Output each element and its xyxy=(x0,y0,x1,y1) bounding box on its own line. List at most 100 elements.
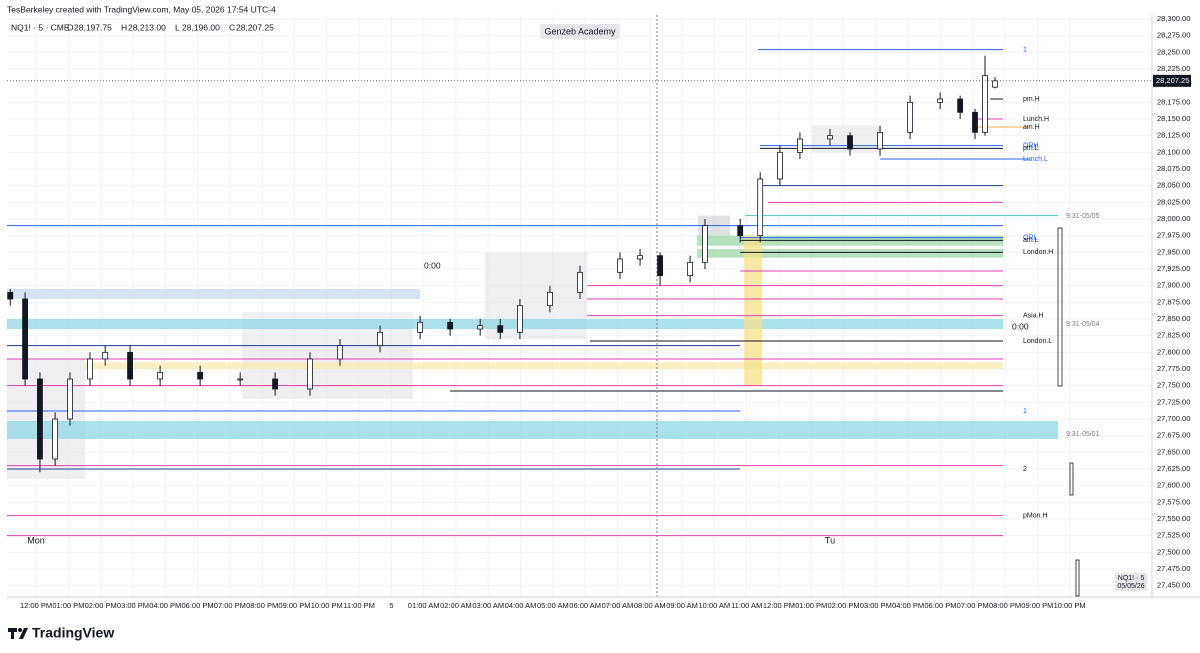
candle-body xyxy=(877,131,883,150)
candle-body xyxy=(87,358,93,380)
candle-body xyxy=(797,138,803,153)
y-tick-label: 27,500.00 xyxy=(1157,547,1190,556)
candle-body xyxy=(497,325,504,333)
x-tick-label: 08:00 PM xyxy=(246,601,278,610)
x-tick-label: 09:00 PM xyxy=(1021,601,1053,610)
candle-body xyxy=(777,151,783,180)
x-tick-label: 04:00 AM xyxy=(505,601,537,610)
y-tick-label: 27,475.00 xyxy=(1157,564,1190,573)
session-label: 0:00 xyxy=(424,260,441,270)
y-tick-label: 27,450.00 xyxy=(1157,581,1190,590)
ohlc-key: H xyxy=(121,22,127,32)
x-tick-label: 04:00 PM xyxy=(149,601,181,610)
symbol-badge-text: 05/05/26 xyxy=(1117,583,1144,590)
level-label: pm.H xyxy=(1023,96,1040,103)
zone xyxy=(7,359,86,479)
x-tick-label: 06:00 PM xyxy=(924,601,956,610)
symbol-badge-text: NQ1! · 5 xyxy=(1118,575,1145,582)
candle-body xyxy=(702,225,708,263)
y-tick-label: 28,150.00 xyxy=(1157,114,1190,123)
x-tick-label: 05:00 AM xyxy=(537,601,569,610)
candle-body xyxy=(547,291,553,307)
candle-body xyxy=(447,321,454,330)
y-tick-label: 28,300.00 xyxy=(1157,14,1190,23)
level-label: 1 xyxy=(1023,408,1027,415)
x-tick-label: 03:00 AM xyxy=(472,601,504,610)
level-label: ORL xyxy=(1023,235,1038,242)
y-tick-label: 28,000.00 xyxy=(1157,214,1190,223)
candle-body xyxy=(972,111,978,133)
level-label: Asia.H xyxy=(1023,313,1044,320)
y-tick-label: 27,675.00 xyxy=(1157,431,1190,440)
x-tick-label: 01:00 AM xyxy=(408,601,440,610)
x-tick-label: 08:00 AM xyxy=(634,601,666,610)
ohlc-key: O xyxy=(67,22,74,32)
level-label: 2 xyxy=(1023,466,1027,473)
candle-body xyxy=(272,378,278,390)
x-tick-label: 09:00 PM xyxy=(278,601,310,610)
candle-body xyxy=(237,378,244,381)
x-tick-label: 02:00 PM xyxy=(85,601,117,610)
author-line: TesBerkeley created with TradingView.com… xyxy=(7,4,276,14)
x-tick-label: 11:00 AM xyxy=(731,601,762,610)
level-label: Lunch.H xyxy=(1023,116,1049,123)
ohlc-value: 28,196.00 xyxy=(182,22,220,32)
candle-body xyxy=(577,271,583,293)
x-tick-label: 10:00 AM xyxy=(698,601,730,610)
brand-logo xyxy=(8,628,28,639)
axes: 28,300.00 28,275.00 28,250.00 28,225.00 28,1… xyxy=(20,14,1191,610)
candle-body xyxy=(477,325,484,330)
candle-body xyxy=(827,135,833,140)
last-price-tag xyxy=(1153,74,1191,87)
level-label: am.L xyxy=(1023,237,1039,244)
candle-body xyxy=(847,135,853,150)
candle-body xyxy=(307,358,313,390)
candle-body xyxy=(687,261,694,277)
zone xyxy=(7,319,1004,329)
range-bar xyxy=(1075,559,1080,597)
level-label: ORH xyxy=(1023,143,1039,150)
y-tick-label: 27,950.00 xyxy=(1157,247,1190,256)
candle-body xyxy=(957,98,964,113)
candle-body xyxy=(517,305,523,333)
candle-body xyxy=(157,371,163,380)
candle-body xyxy=(52,418,59,460)
candle-body xyxy=(67,378,73,420)
y-tick-label: 28,250.00 xyxy=(1157,47,1190,56)
candle-body xyxy=(992,80,998,88)
candle-body xyxy=(417,321,424,333)
x-tick-label: 07:00 PM xyxy=(214,601,246,610)
y-tick-label: 27,625.00 xyxy=(1157,464,1190,473)
candle-body xyxy=(937,98,944,103)
range-label: 9:31-05/04 xyxy=(1066,321,1100,328)
candles xyxy=(7,55,1152,473)
candle-body xyxy=(377,331,383,347)
zone xyxy=(85,362,1004,369)
y-tick-label: 27,975.00 xyxy=(1157,231,1190,240)
y-tick-label: 28,075.00 xyxy=(1157,164,1190,173)
x-tick-label: 12:00 PM xyxy=(20,601,52,610)
y-tick-label: 27,600.00 xyxy=(1157,481,1190,490)
zone xyxy=(744,235,763,386)
session-label: 0:00 xyxy=(1012,321,1029,331)
watermark: Genzeb Academy xyxy=(544,26,616,36)
symbol: NQ1! · 5 · CME xyxy=(11,22,70,32)
y-tick-label: 28,050.00 xyxy=(1157,181,1190,190)
x-tick-label: 01:00 PM xyxy=(52,601,84,610)
symbol-badge xyxy=(1115,573,1147,591)
y-tick-label: 27,925.00 xyxy=(1157,264,1190,273)
candle-body xyxy=(22,298,28,380)
y-tick-label: 27,575.00 xyxy=(1157,497,1190,506)
ohlc-legend: O 28,197.75 H 28,213.00 L 28,196.00 C 28,207.25 xyxy=(67,22,274,32)
day-label: Tu xyxy=(825,535,835,545)
range-bar xyxy=(1057,227,1063,387)
range-bar xyxy=(1069,462,1074,496)
x-tick-label: 10:00 PM xyxy=(1054,601,1086,610)
x-tick-label: 02:00 AM xyxy=(440,601,472,610)
candle-body xyxy=(337,345,343,360)
x-tick-label: 5 xyxy=(389,601,393,610)
range-label: 9:31-05/05 xyxy=(1066,213,1100,220)
level-label: pMon.H xyxy=(1023,513,1048,520)
